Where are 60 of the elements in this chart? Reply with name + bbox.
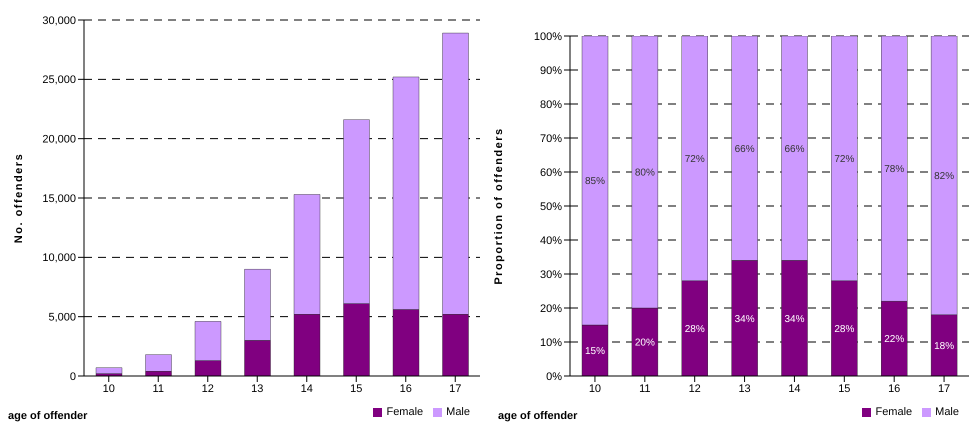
legend-label: Male (935, 406, 959, 418)
y-tick-label: 20% (540, 302, 562, 315)
y-tick-label: 5,000 (48, 312, 76, 324)
data-label: 82% (934, 170, 954, 182)
y-tick-label: 80% (540, 98, 562, 111)
data-label: 20% (634, 338, 655, 349)
x-tick-label: 10 (102, 382, 115, 395)
y-tick-label: 90% (540, 64, 562, 77)
x-tick-label: 12 (202, 382, 214, 395)
y-tick-label: 20,000 (42, 134, 76, 146)
legend-label: Female (875, 406, 912, 418)
bar (96, 367, 122, 374)
data-label: 28% (684, 324, 705, 335)
y-tick-label: 30,000 (42, 14, 76, 27)
x-tick-label: 12 (688, 382, 701, 395)
data-label: 34% (734, 314, 755, 325)
x-tick-label: 14 (788, 382, 801, 395)
x-tick-label: 10 (588, 382, 602, 395)
y-axis-title: No. offenders (12, 152, 25, 244)
y-tick-label: 70% (540, 132, 562, 145)
data-label: 66% (784, 144, 805, 155)
data-label: 15% (584, 346, 606, 358)
data-label: 28% (834, 324, 854, 335)
data-label: 34% (784, 314, 805, 325)
data-label: 72% (834, 154, 854, 165)
x-tick-label: 17 (938, 382, 950, 395)
x-tick-label: 17 (449, 382, 462, 395)
y-tick-label: 100% (534, 30, 562, 43)
y-axis-title: Proportion of offenders (492, 127, 505, 285)
y-tick-label: 50% (540, 200, 562, 213)
x-tick-label: 11 (639, 382, 651, 395)
y-tick-label: 30% (540, 268, 562, 281)
data-label: 22% (884, 334, 904, 346)
x-axis-title: age of offender (498, 410, 578, 422)
x-tick-label: 15 (350, 382, 362, 395)
data-label: 18% (934, 340, 954, 352)
y-tick-label: 40% (540, 234, 562, 247)
y-tick-label: 25,000 (42, 74, 76, 86)
x-tick-label: 16 (888, 382, 900, 395)
legend-label: Female (386, 406, 424, 418)
y-tick-label: 0% (546, 370, 562, 383)
x-tick-label: 13 (738, 382, 751, 395)
x-tick-label: 13 (251, 382, 264, 395)
data-label: 85% (584, 176, 606, 188)
data-label: 80% (634, 168, 655, 179)
y-tick-label: 10,000 (42, 252, 76, 264)
y-tick-label: 0 (70, 370, 76, 383)
bar (145, 354, 172, 372)
data-label: 78% (884, 164, 904, 176)
x-tick-label: 11 (152, 382, 164, 395)
x-axis-title: age of offender (8, 410, 88, 422)
y-tick-label: 10% (540, 336, 562, 349)
legend-label: Male (446, 406, 470, 418)
y-tick-label: 60% (540, 166, 562, 179)
data-label: 66% (734, 144, 755, 155)
x-tick-label: 14 (300, 382, 313, 395)
data-label: 72% (684, 154, 705, 165)
y-tick-label: 15,000 (42, 192, 76, 205)
x-tick-label: 16 (400, 382, 412, 395)
x-tick-label: 15 (838, 382, 850, 395)
